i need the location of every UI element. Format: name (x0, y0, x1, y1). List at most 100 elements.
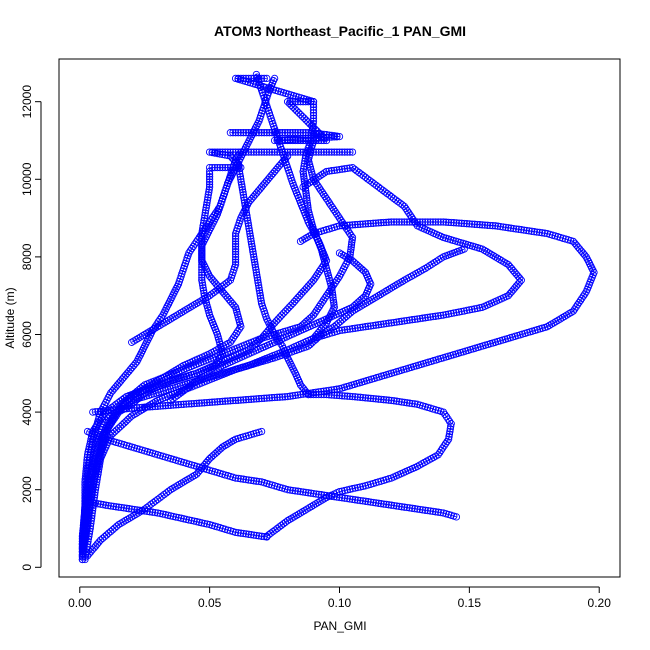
data-point (256, 292, 264, 300)
data-point (452, 219, 461, 227)
data-point (424, 218, 432, 226)
data-point (437, 311, 445, 320)
data-point (136, 333, 145, 341)
data-point (341, 326, 349, 334)
data-point (148, 508, 157, 516)
data-point (369, 498, 377, 507)
data-point (234, 474, 242, 483)
data-point (81, 497, 89, 505)
data-point (450, 219, 458, 227)
data-point (421, 218, 429, 226)
data-point (292, 511, 300, 520)
data-point (239, 396, 248, 404)
data-point (382, 500, 390, 509)
data-point (248, 245, 257, 253)
data-point (447, 218, 455, 227)
data-point (385, 285, 393, 293)
data-point (239, 188, 247, 196)
data-point (460, 219, 468, 228)
data-point (231, 255, 240, 264)
data-point (348, 236, 356, 244)
data-point (226, 129, 235, 137)
data-point (283, 305, 291, 313)
data-point (328, 391, 336, 399)
data-point (296, 136, 305, 145)
data-point (263, 394, 271, 402)
data-point (151, 508, 159, 517)
data-point (400, 218, 409, 226)
data-point (134, 509, 142, 517)
data-point (361, 220, 370, 228)
data-point (167, 486, 175, 494)
data-point (372, 293, 380, 301)
data-point (174, 401, 183, 409)
data-point (338, 165, 346, 173)
data-point (330, 391, 338, 399)
data-point (445, 433, 453, 441)
data-point (198, 276, 206, 284)
data-point (313, 127, 321, 135)
data-point (317, 148, 325, 156)
data-point (174, 513, 183, 522)
series-16 (299, 163, 525, 343)
data-point (283, 486, 292, 494)
data-point (180, 478, 188, 486)
data-point (242, 396, 250, 404)
data-point (341, 165, 349, 173)
data-point (468, 220, 476, 228)
data-point (198, 250, 206, 258)
data-point (377, 320, 385, 329)
data-point (257, 299, 266, 308)
data-point (83, 540, 92, 548)
data-point (328, 133, 336, 141)
data-point (289, 486, 297, 495)
data-point (403, 218, 411, 226)
data-point (403, 316, 411, 325)
data-point (408, 504, 416, 512)
data-point (250, 395, 258, 403)
data-point (374, 219, 383, 227)
data-point (250, 148, 258, 156)
data-point (320, 169, 329, 177)
data-point (143, 507, 151, 516)
data-point (283, 98, 292, 106)
data-point (354, 393, 362, 401)
plot-area (78, 70, 598, 564)
data-point (304, 204, 312, 212)
data-point (445, 430, 454, 438)
data-point (377, 219, 385, 227)
data-point (117, 503, 125, 512)
data-point (303, 194, 311, 202)
data-point (247, 74, 255, 83)
data-point (346, 495, 354, 503)
data-point (252, 266, 260, 274)
data-point (307, 136, 315, 145)
data-point (309, 106, 318, 114)
data-point (299, 167, 307, 176)
data-point (95, 538, 103, 546)
data-point (343, 486, 351, 494)
data-point (202, 201, 211, 209)
data-point (392, 318, 401, 326)
data-point (86, 522, 95, 530)
data-point (431, 312, 440, 320)
data-point (330, 133, 338, 141)
data-point (208, 398, 216, 406)
data-point (213, 163, 222, 172)
data-point (354, 324, 362, 332)
series-12 (263, 390, 455, 540)
data-point (255, 286, 264, 295)
data-point (164, 316, 173, 324)
data-point (374, 292, 383, 300)
data-point (381, 288, 389, 296)
data-point (400, 317, 409, 325)
data-point (369, 394, 377, 403)
data-point (270, 136, 279, 145)
data-point (473, 220, 481, 229)
data-point (89, 499, 97, 507)
data-point (346, 248, 355, 256)
data-point (333, 148, 341, 156)
data-point (392, 218, 401, 226)
data-point (283, 152, 292, 160)
data-point (382, 218, 390, 227)
